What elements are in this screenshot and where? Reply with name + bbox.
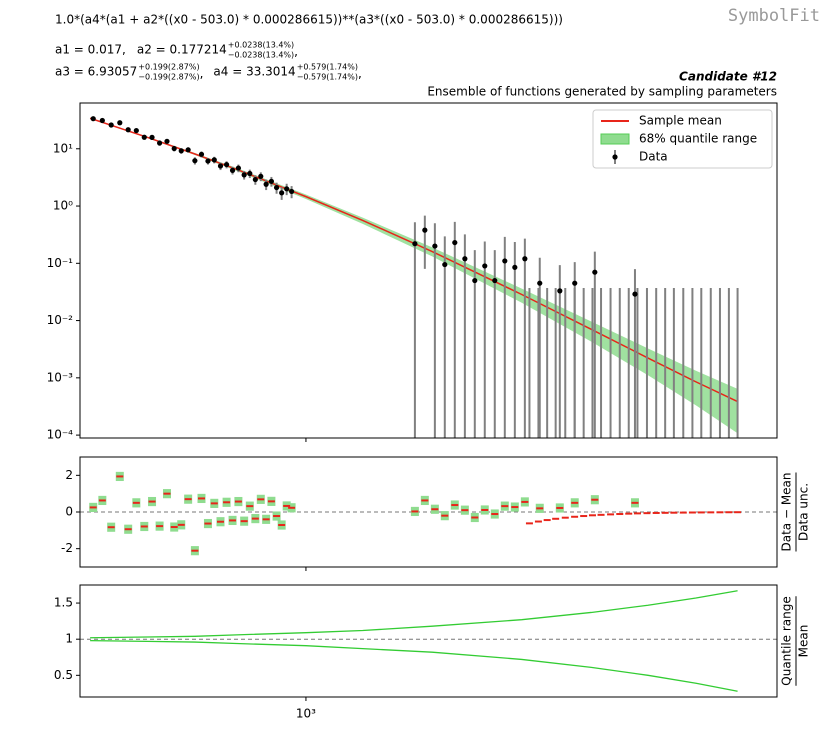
data-point: [185, 147, 191, 153]
data-point: [192, 158, 198, 164]
data-point: [235, 165, 242, 171]
parameter: a2 = 0.177214: [137, 43, 227, 57]
parameter: a1 = 0.017,: [55, 43, 126, 57]
data-point: [241, 172, 247, 178]
parameter-minus: −0.579(1.74%): [297, 73, 358, 82]
data-point: [229, 167, 236, 173]
plot-area: [89, 116, 739, 438]
data-point: [442, 261, 448, 268]
parameter-sep: ,: [358, 67, 362, 81]
formula: 1.0*(a4*(a1 + a2*((x0 - 503.0) * 0.00028…: [55, 13, 563, 27]
legend-label: Sample mean: [639, 114, 722, 128]
y-tick-label: -2: [61, 541, 73, 555]
data-point: [472, 277, 478, 284]
y-label-numerator: Data − Mean: [780, 472, 794, 551]
data-point: [632, 291, 638, 297]
data-point: [141, 134, 147, 140]
y-tick-label: 10⁻³: [47, 370, 74, 384]
y-tick-label: 10⁻⁴: [47, 428, 74, 442]
data-point: [452, 239, 458, 246]
data-point: [557, 288, 563, 294]
y-tick-label: 2: [65, 468, 73, 482]
data-point: [252, 176, 258, 183]
data-point: [149, 134, 155, 140]
subtitle: Ensemble of functions generated by sampl…: [427, 85, 777, 99]
data-point: [263, 181, 269, 187]
parameter-minus: −0.199(2.87%): [138, 73, 199, 82]
parameter-sep: ,: [294, 45, 298, 59]
plot-area: [80, 590, 777, 692]
data-point: [205, 158, 211, 164]
parameter-plus: +0.0238(13.4%): [228, 41, 294, 50]
data-point: [482, 263, 488, 269]
x-tick-label: 10³: [296, 707, 316, 721]
y-tick-label: 1.5: [54, 596, 73, 610]
data-point: [247, 170, 253, 177]
data-point: [198, 151, 205, 157]
data-point: [289, 188, 295, 195]
data-point: [492, 277, 498, 284]
y-tick-label: 0.5: [54, 668, 73, 682]
y-label: Data − Mean Data unc.: [780, 472, 811, 552]
y-tick-label: 0: [65, 505, 73, 519]
ratio-line: [90, 639, 738, 692]
data-point: [412, 241, 418, 247]
data-point: [157, 140, 163, 146]
frame: [79, 102, 778, 439]
legend-data: [612, 154, 618, 160]
data-point: [432, 243, 438, 249]
data-point: [512, 264, 518, 270]
parameter-minus: −0.0238(13.4%): [228, 51, 294, 60]
data-point: [133, 127, 139, 134]
data-point: [90, 116, 96, 122]
candidate-title: Candidate #12: [679, 70, 777, 84]
legend-label: 68% quantile range: [639, 132, 757, 146]
y-tick-label: 10¹: [53, 141, 73, 155]
legend-label: Data: [639, 150, 668, 164]
data-point: [99, 117, 105, 124]
legend-band: [600, 133, 630, 145]
data-point: [273, 184, 280, 191]
data-point: [258, 173, 264, 179]
frame: [79, 584, 778, 698]
parameter-plus: +0.199(2.87%): [138, 63, 199, 72]
data-point: [164, 138, 170, 144]
data-point: [537, 280, 543, 286]
data-point: [211, 157, 217, 163]
data-point: [171, 145, 177, 152]
y-tick-label: 10⁰: [53, 199, 73, 213]
data-point: [502, 258, 508, 264]
data-point: [522, 256, 528, 262]
data-point: [117, 120, 123, 126]
y-label: Quantile range Mean: [780, 596, 811, 686]
legend-box: [592, 109, 773, 169]
parameter-plus: +0.579(1.74%): [297, 63, 358, 72]
data-point: [178, 148, 184, 154]
data-point: [572, 280, 578, 286]
y-label-denominator: Data unc.: [797, 483, 811, 541]
parameter: a3 = 6.93057: [55, 65, 137, 79]
data-point: [108, 122, 114, 128]
ratio-line: [90, 590, 738, 639]
data-point: [125, 127, 131, 133]
y-label-denominator: Mean: [797, 625, 811, 658]
y-tick-label: 10⁻¹: [47, 256, 74, 270]
parameter-sep: ,: [200, 67, 204, 81]
watermark: SymbolFit: [728, 6, 820, 26]
data-point: [422, 227, 428, 233]
frame: [79, 456, 778, 568]
data-point: [268, 178, 275, 184]
data-point: [223, 161, 230, 168]
data-point: [284, 186, 290, 192]
y-label-numerator: Quantile range: [780, 596, 794, 685]
data-point: [217, 163, 224, 169]
data-point: [279, 190, 285, 196]
y-tick-label: 1: [65, 632, 73, 646]
parameter: a4 = 33.3014: [213, 65, 295, 79]
data-point: [462, 256, 468, 262]
plot-area: [80, 471, 777, 556]
y-tick-label: 10⁻²: [47, 313, 74, 327]
data-point: [592, 269, 598, 275]
